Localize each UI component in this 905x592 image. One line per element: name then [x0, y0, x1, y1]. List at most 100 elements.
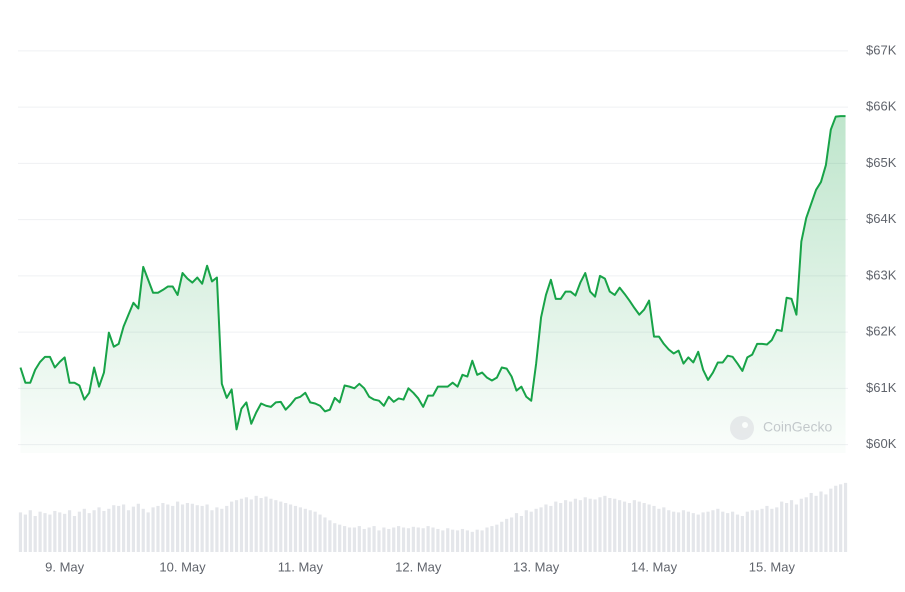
- volume-bar: [249, 499, 253, 552]
- volume-bar: [401, 527, 406, 552]
- volume-bar: [696, 514, 700, 552]
- volume-bar: [770, 508, 774, 552]
- volume-bar: [225, 505, 229, 552]
- volume-bar: [352, 527, 357, 552]
- volume-bar: [745, 511, 749, 552]
- volume-bar: [421, 528, 425, 552]
- volume-bar: [234, 500, 239, 552]
- volume-bar: [180, 504, 185, 552]
- volume-bar: [593, 499, 597, 552]
- volume-bar: [814, 495, 818, 552]
- volume-bar: [470, 531, 474, 552]
- x-tick-label: 14. May: [631, 559, 678, 574]
- volume-bar: [475, 529, 479, 552]
- volume-bar: [524, 510, 528, 552]
- volume-bar: [691, 513, 695, 552]
- volume-bar: [38, 511, 42, 552]
- volume-bar: [288, 504, 293, 552]
- volume-bar: [264, 496, 268, 552]
- volume-bar: [200, 505, 204, 552]
- x-tick-label: 11. May: [278, 559, 324, 574]
- volume-bar: [632, 500, 636, 552]
- volume-bar: [578, 500, 582, 552]
- y-tick-label: $65K: [866, 155, 897, 170]
- price-area: [20, 116, 846, 454]
- volume-bar: [190, 503, 194, 552]
- volume-bar: [323, 517, 327, 552]
- volume-bar: [426, 526, 430, 552]
- volume-bar: [613, 498, 617, 552]
- volume-bar: [549, 505, 553, 552]
- volume-bar: [215, 507, 219, 552]
- volume-bar: [156, 505, 160, 552]
- volume-bar: [726, 513, 730, 552]
- volume-bar: [195, 505, 199, 552]
- volume-bar: [622, 501, 627, 552]
- volume-bar: [259, 498, 263, 552]
- x-tick-label: 15. May: [749, 559, 796, 574]
- watermark-logo: [730, 416, 754, 440]
- volume-bar: [701, 512, 705, 552]
- volume-bar: [131, 506, 136, 552]
- volume-bar: [87, 513, 91, 552]
- volume-bar: [564, 500, 568, 552]
- volume-bar: [92, 510, 96, 552]
- volume-bar: [799, 498, 803, 552]
- volume-bar: [480, 530, 484, 552]
- volume-bar: [446, 528, 450, 552]
- volume-bar: [667, 510, 671, 552]
- volume-bar: [843, 482, 848, 552]
- volume-bar: [495, 524, 499, 552]
- volume-bar: [647, 504, 651, 552]
- volume-bar: [716, 508, 720, 552]
- volume-bar: [347, 527, 352, 552]
- volume-bar: [514, 513, 519, 552]
- volume-bar: [254, 495, 258, 552]
- volume-bar: [67, 510, 72, 552]
- y-tick-label: $66K: [866, 99, 897, 114]
- volume-bar: [171, 505, 175, 552]
- volume-bar: [775, 507, 779, 552]
- volume-bar: [97, 507, 101, 552]
- y-tick-label: $62K: [866, 324, 897, 339]
- volume-bar: [686, 511, 690, 552]
- volume-bar: [760, 508, 764, 552]
- volume-bar: [244, 497, 248, 552]
- volume-bar: [455, 530, 460, 552]
- volume-bar: [559, 503, 563, 552]
- volume-bar: [436, 528, 440, 552]
- volume-bar: [362, 528, 366, 552]
- volume-bar: [505, 518, 509, 552]
- volume-bar: [205, 504, 209, 552]
- volume-bar: [269, 498, 273, 552]
- volume-bar: [367, 527, 371, 552]
- volume-bar: [33, 516, 37, 552]
- volume-bar: [750, 510, 754, 552]
- volume-bar: [500, 521, 504, 552]
- volume-bar: [431, 527, 435, 552]
- volume-bar: [338, 524, 342, 552]
- volume-bar: [372, 526, 376, 552]
- volume-bar: [406, 528, 411, 552]
- volume-bar: [490, 526, 494, 552]
- volume-bar: [824, 494, 828, 552]
- volume-bar: [642, 503, 646, 552]
- volume-bar: [441, 530, 445, 552]
- volume-bar: [804, 497, 808, 552]
- volume-bar: [121, 504, 126, 552]
- volume-bar: [58, 512, 62, 552]
- volume-bar: [451, 529, 455, 552]
- watermark: CoinGecko: [730, 416, 832, 440]
- volume-bar: [166, 504, 170, 552]
- volume-bar: [303, 508, 307, 552]
- volume-bar: [185, 503, 190, 552]
- y-tick-label: $60K: [866, 436, 897, 451]
- volume-bar: [485, 527, 489, 552]
- volume-bar: [618, 500, 622, 552]
- volume-bar: [308, 510, 312, 552]
- volume-bar: [176, 501, 180, 552]
- volume-bar: [18, 512, 23, 552]
- volume-bar: [529, 511, 533, 552]
- volume-bar: [342, 526, 347, 552]
- x-tick-label: 9. May: [45, 559, 85, 574]
